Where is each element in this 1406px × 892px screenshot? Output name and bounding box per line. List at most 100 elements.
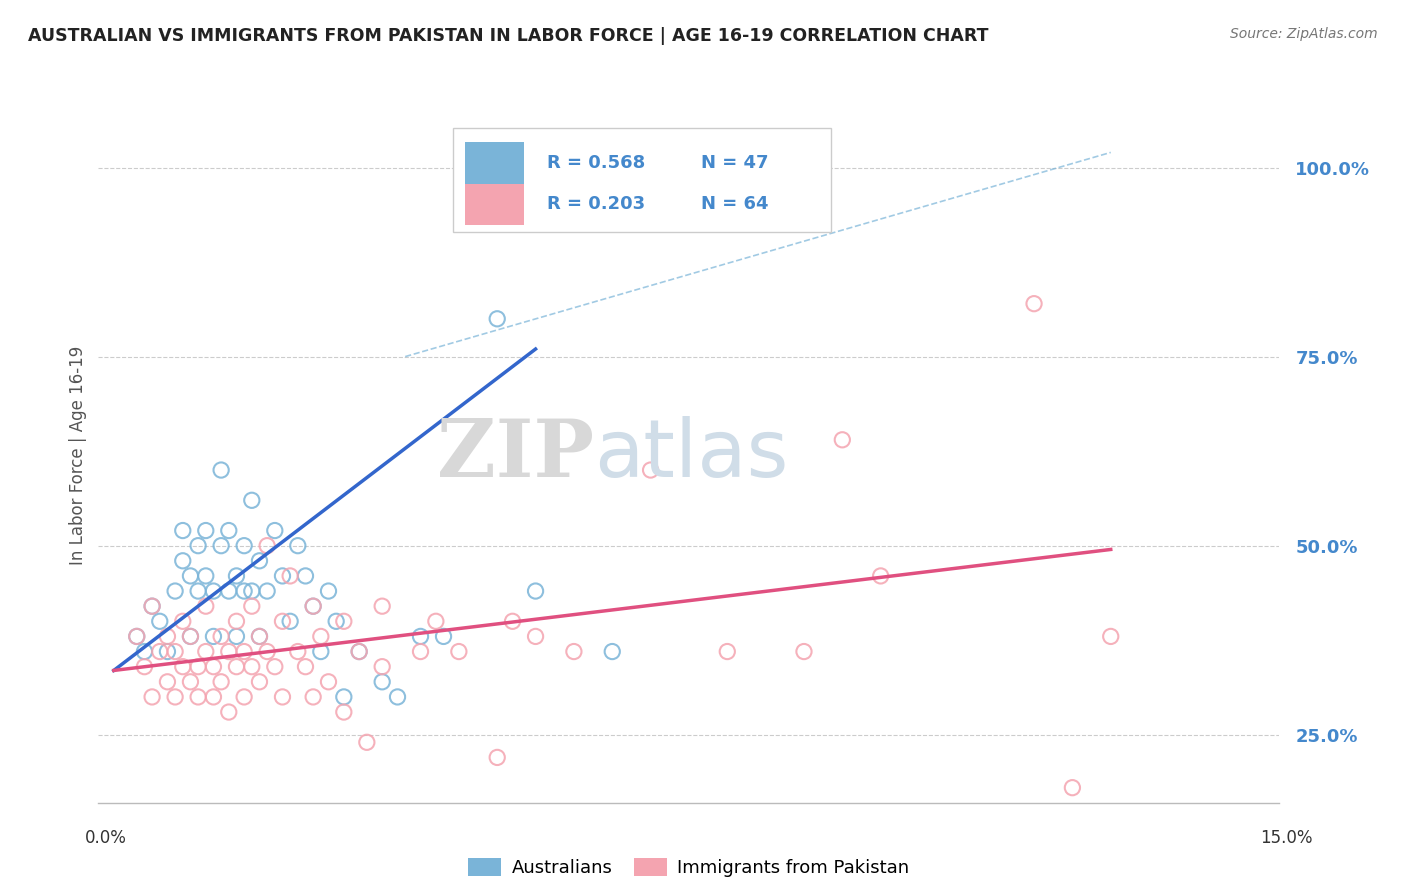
Point bbox=[287, 539, 309, 553]
Point bbox=[562, 644, 585, 658]
Point bbox=[347, 644, 370, 658]
Point bbox=[309, 629, 332, 643]
Point bbox=[356, 735, 378, 749]
Point bbox=[165, 690, 187, 704]
Point bbox=[202, 584, 225, 599]
Point bbox=[141, 599, 163, 614]
Point bbox=[524, 629, 547, 643]
Point bbox=[1022, 296, 1045, 310]
Point bbox=[194, 599, 217, 614]
Point bbox=[202, 690, 225, 704]
Point bbox=[1062, 780, 1084, 795]
Point bbox=[263, 524, 285, 538]
Point bbox=[202, 629, 225, 643]
Point bbox=[165, 584, 187, 599]
Point bbox=[141, 690, 163, 704]
Point bbox=[156, 644, 179, 658]
Point bbox=[233, 690, 256, 704]
FancyBboxPatch shape bbox=[453, 128, 831, 232]
Point bbox=[256, 539, 278, 553]
Point bbox=[333, 705, 356, 719]
Point bbox=[793, 644, 815, 658]
Point bbox=[409, 644, 432, 658]
Point bbox=[141, 599, 163, 614]
Point bbox=[134, 644, 156, 658]
Point bbox=[371, 674, 394, 689]
Point bbox=[233, 584, 256, 599]
Text: 15.0%: 15.0% bbox=[1260, 829, 1313, 847]
Point bbox=[202, 659, 225, 673]
Point bbox=[218, 584, 240, 599]
Point bbox=[271, 690, 294, 704]
Point bbox=[318, 584, 340, 599]
Point bbox=[409, 629, 432, 643]
Point bbox=[294, 569, 316, 583]
Point bbox=[502, 615, 524, 629]
Point bbox=[194, 524, 217, 538]
Text: atlas: atlas bbox=[595, 416, 789, 494]
Point bbox=[187, 659, 209, 673]
Point bbox=[249, 629, 271, 643]
Point bbox=[172, 615, 194, 629]
Legend: Australians, Immigrants from Pakistan: Australians, Immigrants from Pakistan bbox=[461, 850, 917, 884]
Point bbox=[179, 629, 201, 643]
Point bbox=[149, 644, 172, 658]
Point bbox=[425, 615, 447, 629]
Point bbox=[172, 524, 194, 538]
Point bbox=[172, 659, 194, 673]
Point bbox=[209, 539, 232, 553]
Point bbox=[325, 615, 347, 629]
FancyBboxPatch shape bbox=[464, 142, 523, 184]
Point bbox=[233, 644, 256, 658]
Point bbox=[302, 599, 325, 614]
Point bbox=[218, 524, 240, 538]
Point bbox=[347, 644, 370, 658]
Point bbox=[294, 659, 316, 673]
Point bbox=[240, 493, 263, 508]
Point bbox=[225, 569, 247, 583]
Point bbox=[447, 644, 470, 658]
Point bbox=[194, 569, 217, 583]
Point bbox=[240, 659, 263, 673]
Point bbox=[225, 629, 247, 643]
Text: 0.0%: 0.0% bbox=[84, 829, 127, 847]
Point bbox=[256, 584, 278, 599]
Point bbox=[165, 644, 187, 658]
Point bbox=[640, 463, 662, 477]
Point bbox=[218, 705, 240, 719]
Point bbox=[486, 750, 509, 764]
Text: N = 64: N = 64 bbox=[700, 195, 768, 213]
Point bbox=[187, 539, 209, 553]
Point bbox=[302, 690, 325, 704]
Y-axis label: In Labor Force | Age 16-19: In Labor Force | Age 16-19 bbox=[69, 345, 87, 565]
Point bbox=[218, 644, 240, 658]
Point bbox=[387, 690, 409, 704]
Point bbox=[333, 690, 356, 704]
Point bbox=[187, 690, 209, 704]
Point bbox=[869, 569, 891, 583]
Point bbox=[156, 674, 179, 689]
Point bbox=[125, 629, 148, 643]
Point bbox=[194, 644, 217, 658]
Point bbox=[156, 629, 179, 643]
Point bbox=[271, 569, 294, 583]
Text: N = 47: N = 47 bbox=[700, 153, 768, 171]
Point bbox=[209, 463, 232, 477]
Point bbox=[240, 584, 263, 599]
Point bbox=[278, 615, 301, 629]
Point bbox=[149, 615, 172, 629]
Point bbox=[333, 615, 356, 629]
Point bbox=[125, 629, 148, 643]
FancyBboxPatch shape bbox=[464, 184, 523, 226]
Point bbox=[249, 674, 271, 689]
Point bbox=[249, 554, 271, 568]
Text: R = 0.203: R = 0.203 bbox=[547, 195, 645, 213]
Point bbox=[225, 615, 247, 629]
Point bbox=[263, 659, 285, 673]
Text: R = 0.568: R = 0.568 bbox=[547, 153, 645, 171]
Point bbox=[256, 644, 278, 658]
Point bbox=[432, 629, 454, 643]
Point bbox=[1099, 629, 1122, 643]
Point bbox=[302, 599, 325, 614]
Point bbox=[179, 629, 201, 643]
